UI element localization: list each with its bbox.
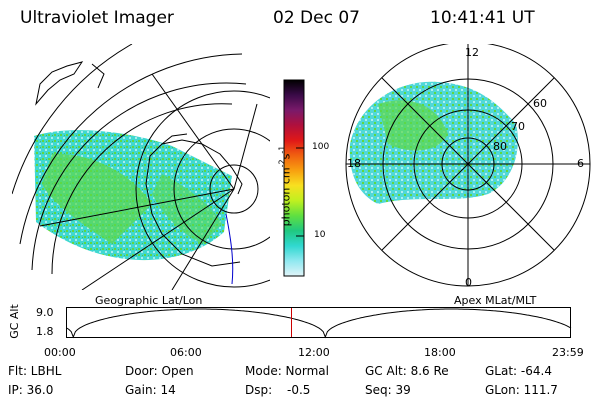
colorbar-tick-10: 10 <box>314 230 326 240</box>
xtick-0600: 06:00 <box>170 346 202 359</box>
dsp-label: Dsp: <box>245 383 273 397</box>
dsp-value: -0.5 <box>287 383 311 397</box>
xtick-1800: 18:00 <box>424 346 456 359</box>
mlt-18-label: 18 <box>347 157 361 170</box>
altitude-curve <box>66 308 572 339</box>
colorbar-title: photon cm-2s-1 <box>277 145 293 227</box>
polar-plot <box>345 44 591 287</box>
aurora-image <box>34 130 232 261</box>
colorbar-tick-100: 100 <box>312 142 330 152</box>
gc-alt-value: GC Alt: 8.6 Re <box>365 364 449 378</box>
ip-value: IP: 36.0 <box>8 383 54 397</box>
altitude-plot <box>66 307 572 339</box>
lat-lon-grid <box>12 44 270 290</box>
geographic-map <box>12 44 270 290</box>
gain-value: Gain: 14 <box>125 383 176 397</box>
mode-value: Mode: Normal <box>245 364 329 378</box>
mlt-0-label: 0 <box>465 276 472 289</box>
terminator-line <box>225 213 234 285</box>
altitude-ytick-bottom: 1.8 <box>36 325 54 338</box>
colorbar <box>283 79 305 277</box>
door-value: Door: Open <box>125 364 194 378</box>
glat-value: GLat: -64.4 <box>485 364 552 378</box>
seq-value: Seq: 39 <box>365 383 411 397</box>
polar-aurora <box>349 81 518 204</box>
mlt-12-label: 12 <box>465 46 479 59</box>
date-label: 02 Dec 07 <box>273 8 360 28</box>
mlt-6-label: 6 <box>577 157 584 170</box>
polar-grid <box>345 44 591 287</box>
coastline <box>35 61 243 267</box>
mlat-70-label: 70 <box>511 120 525 133</box>
apex-label: Apex MLat/MLT <box>454 294 537 307</box>
mlat-60-label: 60 <box>533 97 547 110</box>
instrument-title: Ultraviolet Imager <box>20 8 174 28</box>
geographic-label: Geographic Lat/Lon <box>95 294 203 307</box>
xtick-2359: 23:59 <box>552 346 584 359</box>
altitude-ylabel: GC Alt <box>7 304 21 339</box>
glon-value: GLon: 111.7 <box>485 383 558 397</box>
flt-value: Flt: LBHL <box>8 364 62 378</box>
altitude-ytick-top: 9.0 <box>36 306 54 319</box>
xtick-0000: 00:00 <box>44 346 76 359</box>
mlat-80-label: 80 <box>493 140 507 153</box>
time-label: 10:41:41 UT <box>430 8 535 28</box>
xtick-1200: 12:00 <box>298 346 330 359</box>
